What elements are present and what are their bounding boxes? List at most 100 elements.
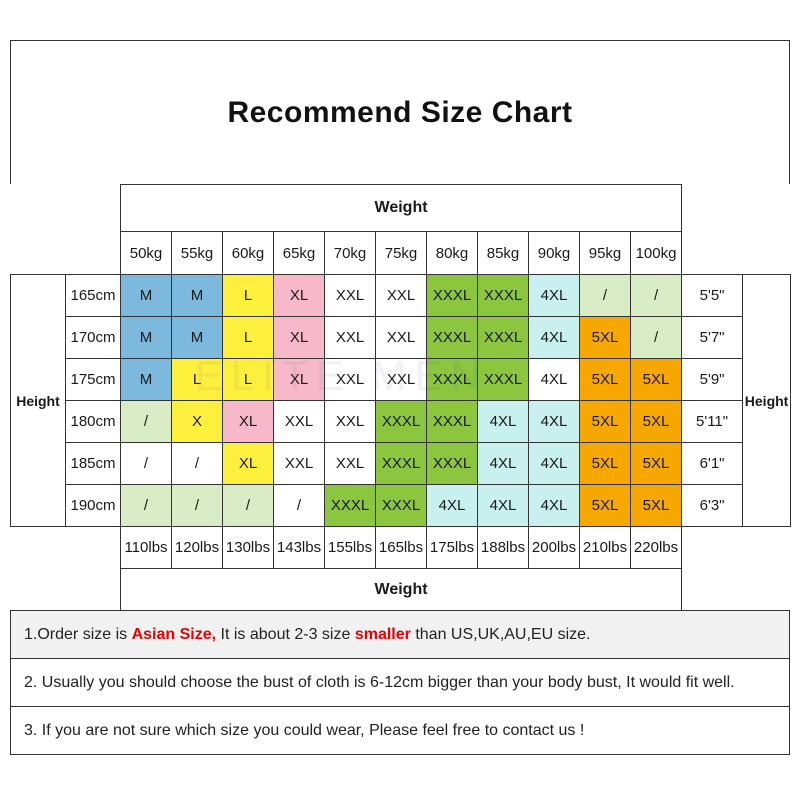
height-cm-header: 170cm <box>65 316 121 359</box>
title-box: Recommend Size Chart <box>10 40 790 185</box>
weight-lbs-header: 120lbs <box>171 526 223 569</box>
corner-top-right <box>682 185 791 275</box>
size-cell: X <box>171 400 223 443</box>
size-cell: XXXL <box>324 484 376 527</box>
weight-lbs-header: 143lbs <box>273 526 325 569</box>
corner-bottom-right <box>682 527 791 611</box>
weight-kg-header: 80kg <box>426 231 478 275</box>
height-cm-header: 185cm <box>65 442 121 485</box>
size-cell: 4XL <box>528 358 580 401</box>
weight-lbs-header: 200lbs <box>528 526 580 569</box>
size-cell: 5XL <box>579 358 631 401</box>
size-cell: XL <box>273 274 325 317</box>
size-cell: / <box>579 274 631 317</box>
size-cell: 4XL <box>528 316 580 359</box>
size-cell: XXXL <box>375 484 427 527</box>
size-cell: XXXL <box>426 316 478 359</box>
size-cell: M <box>171 316 223 359</box>
size-cell: / <box>629 274 683 317</box>
size-cell: / <box>120 442 172 485</box>
size-cell: XXL <box>324 400 376 443</box>
size-cell: 4XL <box>528 400 580 443</box>
size-cell: XXXL <box>426 274 478 317</box>
weight-lbs-header: 175lbs <box>426 526 478 569</box>
size-cell: XXXL <box>477 274 529 317</box>
weight-kg-header: 85kg <box>477 231 529 275</box>
size-cell: 4XL <box>477 400 529 443</box>
size-cell: / <box>120 400 172 443</box>
size-cell: 5XL <box>579 484 631 527</box>
note-text: 3. If you are not sure which size you co… <box>24 721 585 739</box>
size-cell: XXL <box>273 400 325 443</box>
size-cell: L <box>222 316 274 359</box>
size-cell: / <box>171 442 223 485</box>
weight-kg-header: 100kg <box>629 231 683 275</box>
height-cm-header: 190cm <box>65 484 121 527</box>
size-cell: XXXL <box>375 400 427 443</box>
size-cell: XXXL <box>477 358 529 401</box>
size-chart-table: Weight 50kg 55kg 60kg 65kg 70kg 75kg 80kg 85kg 90… <box>10 184 792 611</box>
corner-bottom-left <box>11 527 121 611</box>
weight-kg-header: 70kg <box>324 231 376 275</box>
size-cell: XXXL <box>375 442 427 485</box>
height-ft-header: 5'9" <box>681 358 744 401</box>
weight-axis-bottom: Weight <box>119 568 683 611</box>
weight-kg-header: 65kg <box>273 231 325 275</box>
weight-lbs-header: 210lbs <box>579 526 631 569</box>
weight-kg-header: 75kg <box>375 231 427 275</box>
size-cell: / <box>629 316 683 359</box>
size-cell: XXL <box>324 442 376 485</box>
size-cell: 4XL <box>477 484 529 527</box>
weight-kg-header: 90kg <box>528 231 580 275</box>
height-cm-header: 165cm <box>65 274 121 317</box>
size-cell: XXL <box>375 274 427 317</box>
size-cell: XXXL <box>426 442 478 485</box>
weight-kg-header: 60kg <box>222 231 274 275</box>
note-3: 3. If you are not sure which size you co… <box>10 706 790 755</box>
height-ft-header: 5'5" <box>681 274 744 317</box>
note-2: 2. Usually you should choose the bust of… <box>10 658 790 707</box>
size-cell: L <box>222 274 274 317</box>
size-cell: 4XL <box>528 484 580 527</box>
size-cell: XXL <box>324 316 376 359</box>
size-cell: M <box>120 274 172 317</box>
size-cell: M <box>171 274 223 317</box>
size-cell: XXL <box>273 442 325 485</box>
size-cell: L <box>222 358 274 401</box>
note-text: 1.Order size is <box>24 625 132 643</box>
height-cm-header: 180cm <box>65 400 121 443</box>
note-highlight: Asian Size, <box>131 625 217 643</box>
page-title: Recommend Size Chart <box>227 95 573 129</box>
notes-section: 1.Order size is Asian Size, It is about … <box>10 610 790 755</box>
size-cell: 4XL <box>477 442 529 485</box>
weight-kg-header: 55kg <box>171 231 223 275</box>
size-cell: 5XL <box>579 400 631 443</box>
weight-lbs-header: 188lbs <box>477 526 529 569</box>
note-text: 2. Usually you should choose the bust of… <box>24 673 735 691</box>
weight-axis-top: Weight <box>119 184 683 232</box>
weight-kg-header: 95kg <box>579 231 631 275</box>
corner-top-left <box>11 185 121 275</box>
size-cell: XXL <box>324 274 376 317</box>
height-ft-header: 5'11" <box>681 400 744 443</box>
note-text: It is about 2-3 size <box>216 625 355 643</box>
size-cell: XL <box>222 442 274 485</box>
size-cell: XXL <box>375 316 427 359</box>
size-cell: / <box>120 484 172 527</box>
height-ft-header: 6'1" <box>681 442 744 485</box>
size-cell: 5XL <box>629 358 683 401</box>
size-cell: 5XL <box>629 442 683 485</box>
size-cell: 4XL <box>528 442 580 485</box>
size-cell: 4XL <box>528 274 580 317</box>
size-cell: 5XL <box>629 484 683 527</box>
size-grid: Weight 50kg 55kg 60kg 65kg 70kg 75kg 80kg 85kg 90… <box>10 184 792 611</box>
note-highlight: smaller <box>354 625 411 643</box>
height-axis-right: Height <box>742 274 792 527</box>
height-ft-header: 6'3" <box>681 484 744 527</box>
weight-lbs-header: 110lbs <box>120 526 172 569</box>
size-cell: L <box>171 358 223 401</box>
size-cell: / <box>171 484 223 527</box>
size-cell: M <box>120 358 172 401</box>
size-cell: 5XL <box>629 400 683 443</box>
